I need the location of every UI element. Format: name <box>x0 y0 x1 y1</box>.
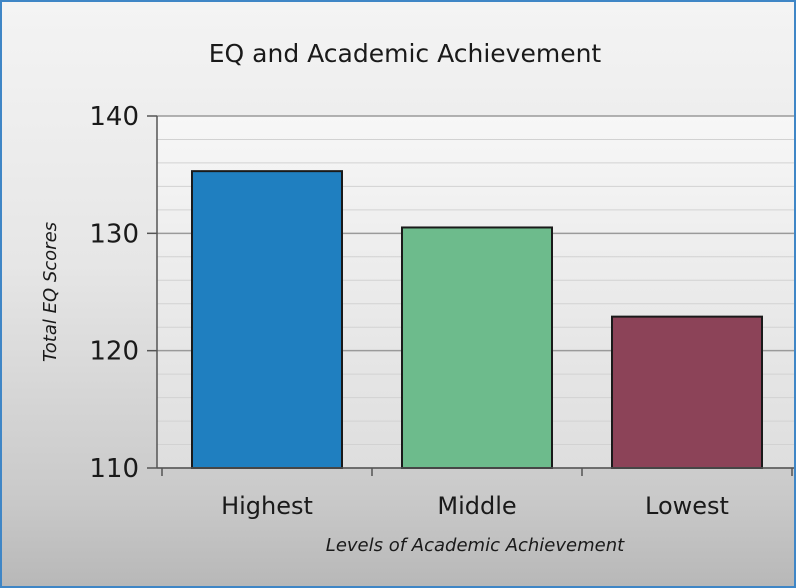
x-category-labels: Highest Middle Lowest <box>221 492 729 520</box>
bar-lowest <box>611 315 763 470</box>
axes <box>147 115 794 476</box>
y-tick-label: 120 <box>89 337 139 367</box>
x-axis-label: Levels of Academic Achievement <box>326 535 625 556</box>
category-label-middle: Middle <box>437 492 516 520</box>
y-tick-labels: 110 120 130 140 <box>89 102 139 484</box>
y-tick-label: 130 <box>89 219 139 249</box>
bars <box>191 170 763 470</box>
bar-middle <box>401 226 553 469</box>
y-tick-label: 140 <box>89 102 139 132</box>
y-axis-label: Total EQ Scores <box>40 222 61 362</box>
y-tick-label: 110 <box>89 454 139 484</box>
category-label-lowest: Lowest <box>645 492 729 520</box>
bar-highest <box>191 170 343 469</box>
chart-title: EQ and Academic Achievement <box>209 39 602 68</box>
category-label-highest: Highest <box>221 492 313 520</box>
